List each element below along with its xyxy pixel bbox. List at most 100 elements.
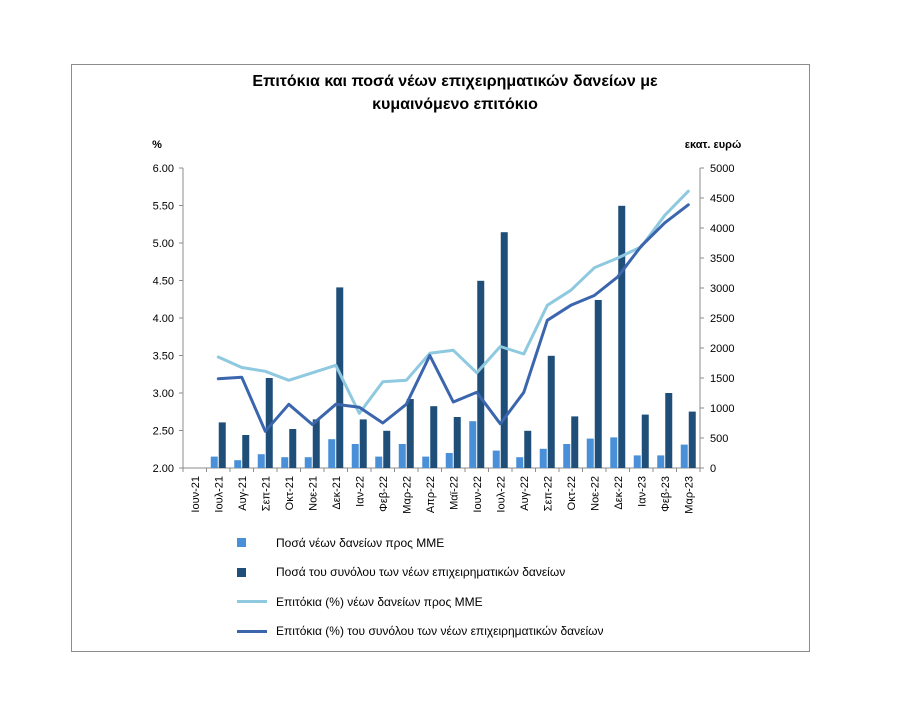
bar-total-amount <box>383 430 391 468</box>
chart-title-line-1: Επιτόκια και ποσά νέων επιχειρηματικών δ… <box>252 73 658 90</box>
left-axis-tick-label: 3.50 <box>153 351 174 363</box>
bar-sme-amount <box>422 456 430 468</box>
x-axis-tick-label: Ιουλ-22 <box>495 476 507 513</box>
bar-sme-amount <box>539 448 547 468</box>
bar-total-amount <box>665 393 673 468</box>
bar-total-amount <box>406 399 414 468</box>
x-axis-tick-label: Φεβ-23 <box>660 476 672 512</box>
legend-label: Ποσά νέων δανείων προς ΜΜΕ <box>276 535 445 550</box>
x-axis-tick-label: Ιαν-23 <box>636 476 648 507</box>
x-axis-tick-label: Απρ-22 <box>425 476 437 513</box>
left-axis-unit-label: % <box>152 139 162 151</box>
legend-line-sme-rate <box>237 600 267 604</box>
bar-total-amount <box>500 232 508 468</box>
left-axis-tick-label: 6.00 <box>153 163 174 175</box>
legend-item: Επιτόκια (%) του συνόλου των νέων επιχει… <box>237 617 604 647</box>
left-axis-tick-label: 4.00 <box>153 313 174 325</box>
bar-total-amount <box>594 300 602 468</box>
bar-sme-amount <box>351 444 359 468</box>
x-axis-tick-label: Νοε-22 <box>589 476 601 511</box>
bar-sme-amount <box>610 437 618 468</box>
bar-sme-amount <box>328 439 336 468</box>
x-axis-tick-label: Δεκ-22 <box>613 476 625 510</box>
left-axis-tick-label: 5.50 <box>153 201 174 213</box>
bar-sme-amount <box>469 421 477 468</box>
right-axis-tick-label: 0 <box>710 463 716 475</box>
line-sme-rate <box>216 189 690 415</box>
x-axis-tick-label: Μαρ-22 <box>401 476 413 514</box>
legend-label: Ποσά του συνόλου των νέων επιχειρηματικώ… <box>276 565 566 580</box>
legend-item: Ποσά του συνόλου των νέων επιχειρηματικώ… <box>237 558 604 588</box>
right-axis-tick-label: 1000 <box>710 403 734 415</box>
bar-total-amount <box>430 406 438 468</box>
bar-sme-amount <box>257 454 265 468</box>
bar-sme-amount <box>234 460 242 468</box>
legend-line-total-rate <box>237 629 267 633</box>
bar-total-amount <box>641 414 649 468</box>
right-axis-tick-label: 4500 <box>710 193 734 205</box>
bar-total-amount <box>477 280 485 468</box>
bar-sme-amount <box>304 457 312 468</box>
left-axis-tick-label: 3.00 <box>153 388 174 400</box>
bar-sme-amount <box>586 438 594 468</box>
x-axis-tick-label: Μαρ-23 <box>683 476 695 514</box>
x-axis-tick-label: Δεκ-21 <box>331 476 343 510</box>
legend-item: Ποσά νέων δανείων προς ΜΜΕ <box>237 528 604 558</box>
chart-title-line-2: κυμαινόμενο επιτόκιο <box>372 96 538 113</box>
bar-sme-amount <box>281 457 289 468</box>
legend-item: Επιτόκια (%) νέων δανείων προς ΜΜΕ <box>237 587 604 617</box>
bar-total-amount <box>688 411 696 468</box>
x-axis-tick-label: Νοε-21 <box>307 476 319 511</box>
bar-sme-amount <box>633 455 641 468</box>
x-axis-tick-label: Ιαν-22 <box>354 476 366 507</box>
bar-total-amount <box>218 422 226 468</box>
legend-swatch-total-amounts <box>237 567 246 577</box>
line-total-rate <box>216 203 690 433</box>
bar-total-amount <box>618 205 626 469</box>
x-axis-tick-label: Σεπ-21 <box>260 476 272 511</box>
left-axis-tick-label: 2.50 <box>153 426 174 438</box>
bar-sme-amount <box>210 456 218 468</box>
bar-total-amount <box>359 419 367 468</box>
x-axis-tick-label: Οκτ-22 <box>566 476 578 510</box>
bar-sme-amount <box>375 456 383 468</box>
x-axis-tick-label: Αυγ-21 <box>237 476 249 511</box>
x-axis-tick-label: Αυγ-22 <box>519 476 531 511</box>
x-axis-tick-label: Φεβ-22 <box>378 476 390 512</box>
right-axis-tick-label: 3000 <box>710 283 734 295</box>
x-axis-tick-label: Ιουλ-21 <box>213 476 225 513</box>
bar-total-amount <box>571 416 579 468</box>
x-axis-tick-label: Μαϊ-22 <box>448 476 460 510</box>
bar-sme-amount <box>657 455 665 468</box>
bar-total-amount <box>336 287 344 468</box>
left-axis-tick-label: 5.00 <box>153 238 174 250</box>
bar-total-amount <box>547 355 555 468</box>
bar-sme-amount <box>445 453 453 468</box>
legend-label: Επιτόκια (%) νέων δανείων προς ΜΜΕ <box>276 594 483 609</box>
left-axis-tick-label: 4.50 <box>153 276 174 288</box>
x-axis-tick-label: Ιουν-22 <box>472 476 484 513</box>
bar-sme-amount <box>492 450 500 468</box>
chart-frame <box>71 64 810 652</box>
legend: Ποσά νέων δανείων προς ΜΜΕ Ποσά του συνό… <box>237 528 604 646</box>
bar-sme-amount <box>398 444 406 468</box>
bar-total-amount <box>242 435 250 468</box>
right-axis-unit-label: εκατ. ευρώ <box>685 139 742 151</box>
right-axis-tick-label: 5000 <box>710 163 734 175</box>
bar-total-amount <box>289 429 297 468</box>
x-axis-tick-label: Οκτ-21 <box>284 476 296 510</box>
legend-label: Επιτόκια (%) του συνόλου των νέων επιχει… <box>276 624 604 639</box>
bar-sme-amount <box>680 444 688 468</box>
bar-total-amount <box>265 378 273 468</box>
right-axis-tick-label: 500 <box>710 433 728 445</box>
x-axis-tick-label: Σεπ-22 <box>542 476 554 511</box>
right-axis-tick-label: 4000 <box>710 223 734 235</box>
bar-total-amount <box>312 419 320 468</box>
left-axis-tick-label: 2.00 <box>153 463 174 475</box>
bar-total-amount <box>453 417 461 468</box>
right-axis-tick-label: 3500 <box>710 253 734 265</box>
right-axis-tick-label: 2500 <box>710 313 734 325</box>
bar-total-amount <box>524 430 532 468</box>
bar-sme-amount <box>563 444 571 468</box>
